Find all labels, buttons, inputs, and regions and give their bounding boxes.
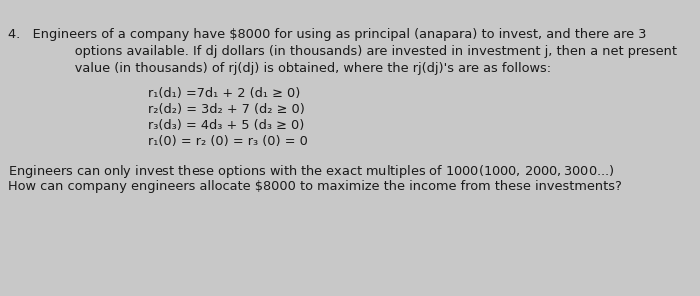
Text: 4.   Engineers of a company have $8000 for using as principal (anapara) to inves: 4. Engineers of a company have $8000 for…	[8, 28, 646, 41]
Text: r₃(d₃) = 4d₃ + 5 (d₃ ≥ 0): r₃(d₃) = 4d₃ + 5 (d₃ ≥ 0)	[148, 119, 304, 132]
Text: r₁(0) = r₂ (0) = r₃ (0) = 0: r₁(0) = r₂ (0) = r₃ (0) = 0	[148, 135, 308, 148]
Text: r₁(d₁) =7d₁ + 2 (d₁ ≥ 0): r₁(d₁) =7d₁ + 2 (d₁ ≥ 0)	[148, 87, 300, 100]
Text: value (in thousands) of rj(dj) is obtained, where the rj(dj)'s are as follows:: value (in thousands) of rj(dj) is obtain…	[50, 62, 551, 75]
Text: r₂(d₂) = 3d₂ + 7 (d₂ ≥ 0): r₂(d₂) = 3d₂ + 7 (d₂ ≥ 0)	[148, 103, 305, 116]
Text: options available. If dj dollars (in thousands) are invested in investment j, th: options available. If dj dollars (in tho…	[50, 45, 677, 58]
Text: How can company engineers allocate $8000 to maximize the income from these inves: How can company engineers allocate $8000…	[8, 180, 622, 193]
Text: Engineers can only invest these options with the exact multiples of $1000 ($1000: Engineers can only invest these options …	[8, 163, 615, 180]
